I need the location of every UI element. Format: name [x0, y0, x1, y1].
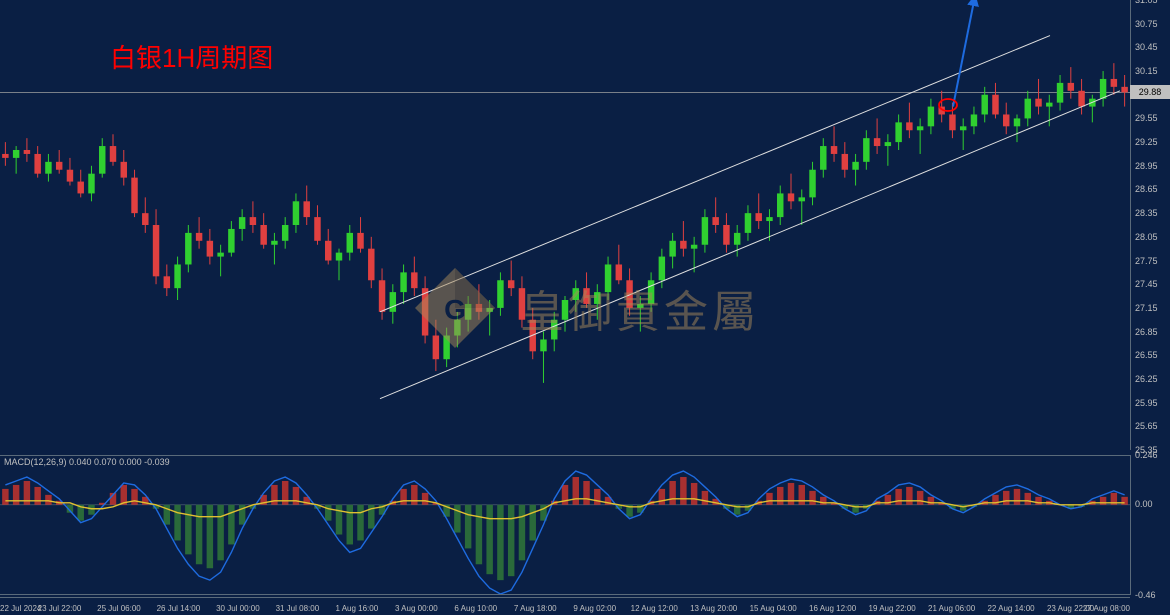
y-tick-label: 30.75: [1135, 19, 1158, 29]
y-tick-label: 28.05: [1135, 232, 1158, 242]
macd-y-axis: -0.460.000.246: [1130, 455, 1170, 595]
x-tick-label: 7 Aug 18:00: [514, 604, 557, 613]
x-tick-label: 23 Jul 22:00: [38, 604, 82, 613]
x-tick-label: 22 Jul 2024: [0, 604, 41, 613]
y-tick-label: 30.15: [1135, 66, 1158, 76]
x-tick-label: 16 Aug 12:00: [809, 604, 856, 613]
x-tick-label: 22 Aug 14:00: [987, 604, 1034, 613]
y-tick-label: 27.45: [1135, 279, 1158, 289]
y-tick-label: 27.75: [1135, 256, 1158, 266]
y-tick-label: 25.65: [1135, 421, 1158, 431]
x-tick-label: 3 Aug 00:00: [395, 604, 438, 613]
price-y-axis: 25.3525.6525.9526.2526.5526.8527.1527.45…: [1130, 0, 1170, 450]
x-tick-label: 21 Aug 06:00: [928, 604, 975, 613]
macd-y-tick-label: 0.246: [1135, 450, 1158, 460]
x-tick-label: 1 Aug 16:00: [335, 604, 378, 613]
y-tick-label: 26.25: [1135, 374, 1158, 384]
x-tick-label: 30 Jul 00:00: [216, 604, 260, 613]
y-tick-label: 28.35: [1135, 208, 1158, 218]
x-tick-label: 6 Aug 10:00: [454, 604, 497, 613]
y-tick-label: 29.55: [1135, 113, 1158, 123]
current-price-marker: 29.88: [1130, 85, 1170, 99]
macd-panel[interactable]: [0, 455, 1130, 595]
x-tick-label: 27 Aug 08:00: [1083, 604, 1130, 613]
x-tick-label: 19 Aug 22:00: [869, 604, 916, 613]
x-tick-label: 12 Aug 12:00: [631, 604, 678, 613]
chart-title: 白银1H周期图: [110, 38, 273, 75]
macd-y-tick-label: 0.00: [1135, 499, 1153, 509]
x-tick-label: 9 Aug 02:00: [573, 604, 616, 613]
x-tick-label: 13 Aug 20:00: [690, 604, 737, 613]
y-tick-label: 29.25: [1135, 137, 1158, 147]
x-tick-label: 25 Jul 06:00: [97, 604, 141, 613]
y-tick-label: 31.05: [1135, 0, 1158, 5]
y-tick-label: 28.95: [1135, 161, 1158, 171]
x-tick-label: 26 Jul 14:00: [157, 604, 201, 613]
y-tick-label: 30.45: [1135, 42, 1158, 52]
y-tick-label: 25.95: [1135, 398, 1158, 408]
time-x-axis: 22 Jul 202423 Jul 22:00 25 Jul 06:00 26 Ju…: [0, 597, 1130, 615]
chart-container: 白银1H周期图 G 皇御貴金屬 25.3525.6525.9526.2526.5…: [0, 0, 1170, 615]
y-tick-label: 26.85: [1135, 327, 1158, 337]
macd-label: MACD(12,26,9) 0.040 0.070 0.000 -0.039: [4, 457, 170, 467]
y-tick-label: 28.65: [1135, 184, 1158, 194]
x-tick-label: 31 Jul 08:00: [276, 604, 320, 613]
x-tick-label: 15 Aug 04:00: [750, 604, 797, 613]
macd-y-tick-label: -0.46: [1135, 590, 1156, 600]
y-tick-label: 27.15: [1135, 303, 1158, 313]
y-tick-label: 26.55: [1135, 350, 1158, 360]
